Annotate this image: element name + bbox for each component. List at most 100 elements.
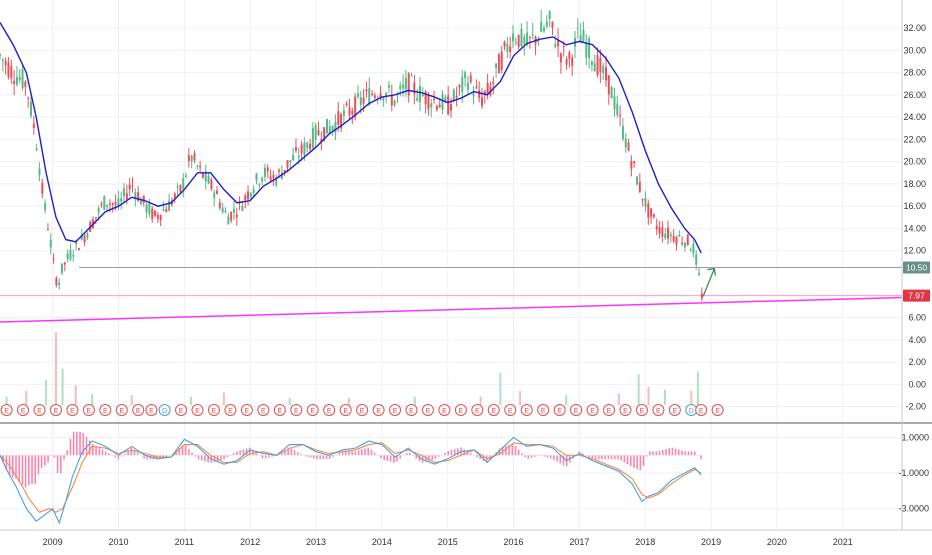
candle-body: [478, 90, 481, 98]
macd-histogram-bar: [671, 447, 674, 456]
macd-histogram-bar: [312, 455, 315, 459]
candle-body: [38, 168, 41, 176]
macd-histogram-bar: [517, 449, 520, 456]
dividend-marker: [158, 404, 171, 416]
macd-histogram-bar: [604, 455, 606, 460]
candle-body: [430, 103, 433, 108]
event-marker-label: E: [119, 408, 124, 415]
price-tick-label: 16.00: [903, 201, 926, 211]
event-marker-label: E: [574, 408, 579, 415]
candle-body: [551, 21, 554, 28]
macd-histogram-bar: [540, 455, 542, 456]
macd-histogram-bar: [284, 450, 286, 456]
candle-body: [128, 184, 131, 190]
earnings-marker: [66, 404, 79, 416]
macd-histogram-bar: [92, 443, 94, 456]
candle-body: [464, 72, 467, 79]
candle-body: [683, 242, 686, 248]
macd-histogram-bar: [136, 452, 139, 456]
x-tick-label: 2018: [635, 537, 655, 547]
candle-body: [602, 65, 605, 74]
candle-body: [145, 204, 148, 213]
candle-body: [354, 96, 357, 118]
candle-body: [317, 130, 320, 135]
earnings-marker: [191, 404, 204, 416]
candle-body: [449, 104, 452, 111]
macd-histogram-bar: [181, 445, 184, 456]
event-marker-label: E: [557, 408, 562, 415]
event-marker-label: E: [195, 408, 200, 415]
arrow-head: [707, 267, 717, 276]
macd-histogram-bar: [178, 448, 181, 456]
candle-body: [46, 229, 49, 231]
price-tick-label: 0.00: [908, 379, 926, 389]
macd-histogram-bar: [101, 449, 104, 456]
earnings-marker: [372, 404, 385, 416]
candle-body: [227, 216, 230, 225]
candle-body: [545, 21, 548, 27]
macd-histogram-bar: [617, 455, 619, 460]
macd-histogram-bar: [133, 449, 136, 456]
candle-body: [689, 249, 692, 251]
macd-histogram-bar: [88, 440, 91, 456]
candle-body: [506, 43, 509, 52]
volume-bar: [222, 392, 225, 405]
candle-body: [263, 167, 266, 177]
earnings-marker: [115, 404, 128, 416]
candle-body: [213, 192, 216, 198]
candle-body: [303, 142, 306, 156]
macd-histogram-bar: [204, 455, 206, 462]
macd-histogram-bar: [511, 443, 514, 456]
candle-body: [652, 214, 655, 217]
event-marker-label: E: [699, 408, 704, 415]
event-marker-label: E: [524, 408, 529, 415]
candle-body: [204, 171, 207, 182]
event-marker-label: E: [376, 408, 381, 415]
macd-histogram-bar: [479, 455, 482, 459]
macd-histogram-bar: [338, 453, 341, 456]
macd-histogram-bar: [613, 455, 616, 460]
macd-histogram-bar: [248, 447, 251, 456]
earnings-marker: [17, 404, 30, 416]
candle-body: [159, 215, 162, 221]
candle-body: [77, 248, 80, 251]
candle-body: [272, 174, 275, 179]
macd-histogram-bar: [232, 453, 235, 456]
candle-body: [650, 208, 653, 217]
candle-body: [176, 186, 179, 188]
macd-histogram-bar: [335, 455, 337, 456]
candle-body: [500, 51, 503, 71]
candle-body: [681, 242, 684, 244]
candle-body: [151, 208, 154, 220]
macd-histogram-bar: [626, 455, 629, 465]
earnings-marker: [356, 404, 369, 416]
macd-histogram-bar: [537, 455, 539, 456]
macd-histogram-bar: [700, 455, 702, 460]
macd-histogram-bar: [108, 453, 110, 456]
candle-body: [483, 91, 486, 95]
macd-histogram-bar: [633, 455, 635, 468]
candle-body: [621, 125, 624, 140]
candle-body: [201, 173, 204, 178]
event-marker-label: E: [409, 408, 414, 415]
candle-body: [4, 60, 7, 66]
price-badges: 10.50 7.97: [903, 261, 930, 302]
x-tick-label: 2017: [569, 537, 589, 547]
candle-body: [399, 85, 402, 90]
candle-body: [427, 94, 430, 109]
candle-body: [306, 142, 309, 149]
macd-histogram-bar: [236, 451, 238, 456]
macd-histogram-bar: [290, 448, 293, 456]
macd-histogram-bar: [620, 455, 622, 461]
candle-body: [441, 94, 444, 110]
candle-body: [582, 29, 585, 42]
candle-body: [224, 211, 227, 213]
macd-histogram-bar: [242, 449, 245, 456]
macd-histogram-bar: [684, 451, 686, 456]
candle-body: [393, 100, 396, 106]
earnings-marker: [405, 404, 418, 416]
candle-body: [334, 121, 337, 133]
earnings-marker: [33, 404, 46, 416]
candle-body: [49, 239, 52, 248]
